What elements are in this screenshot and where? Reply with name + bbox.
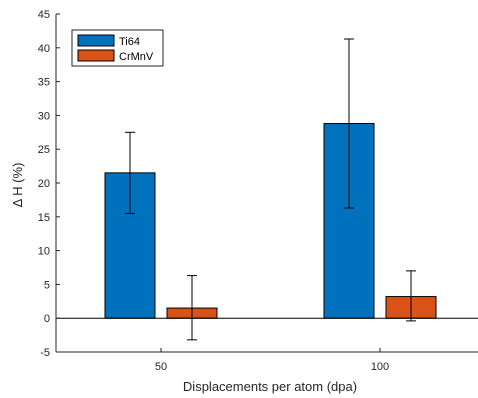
legend-swatch-ti64 <box>77 34 115 47</box>
y-tick-label: 10 <box>38 246 50 258</box>
legend-label-crmnv: CrMnV <box>119 51 154 63</box>
x-tick-label: 50 <box>155 361 167 373</box>
y-tick-label: 30 <box>38 110 50 122</box>
y-tick-label: 35 <box>38 77 50 89</box>
y-tick-label: 40 <box>38 43 50 55</box>
legend-swatch-crmnv <box>77 49 115 62</box>
legend: Ti64 CrMnV <box>71 29 164 67</box>
y-tick-label: 0 <box>44 313 50 325</box>
y-tick-label: 45 <box>38 9 50 21</box>
y-axis-title: Δ H (%) <box>10 163 25 208</box>
x-axis-title: Displacements per atom (dpa) <box>183 379 357 394</box>
plot-area <box>104 38 437 341</box>
y-tick-label: 15 <box>38 212 50 224</box>
y-tick-label: 25 <box>38 144 50 156</box>
y-tick-label: -5 <box>40 347 50 359</box>
axes: -5 0 5 10 15 20 25 30 35 40 45 50 100 <box>38 9 478 373</box>
y-tick-label: 20 <box>38 178 50 190</box>
x-tick-label: 100 <box>371 361 389 373</box>
legend-label-ti64: Ti64 <box>119 36 140 48</box>
y-tick-label: 5 <box>44 279 50 291</box>
